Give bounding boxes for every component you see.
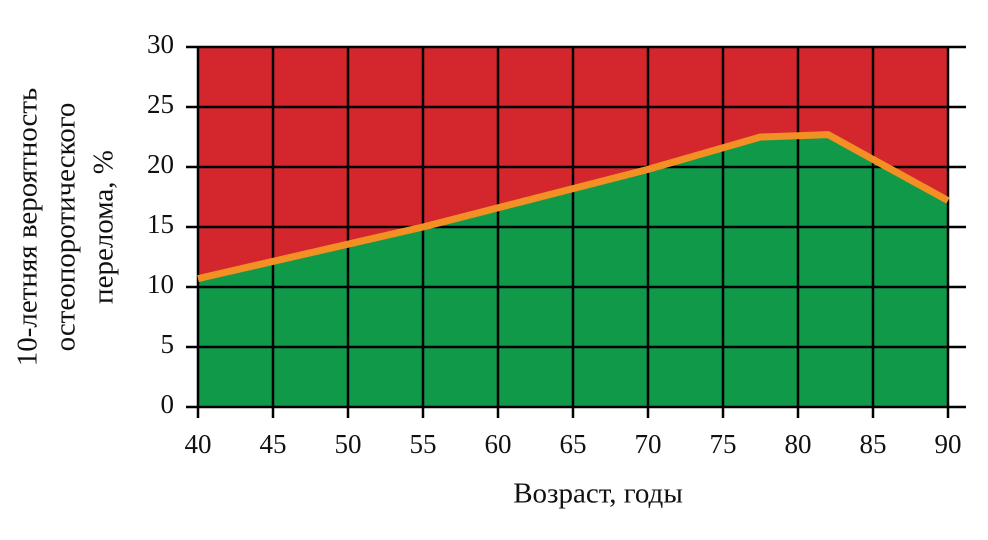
x-tick-label: 75 (710, 429, 737, 459)
y-tick-label: 0 (161, 389, 175, 419)
y-axis-title-line: остеопоротического (50, 103, 82, 352)
x-axis-title: Возраст, годы (513, 478, 683, 510)
y-axis-title-line: перелома, % (88, 150, 120, 304)
y-tick-label: 25 (147, 89, 174, 119)
y-tick-label: 20 (147, 149, 174, 179)
x-tick-label: 70 (635, 429, 662, 459)
x-tick-label: 80 (785, 429, 812, 459)
y-tick-label: 30 (147, 29, 174, 59)
x-tick-label: 90 (935, 429, 962, 459)
x-tick-label: 55 (410, 429, 437, 459)
y-tick-label: 5 (161, 329, 175, 359)
x-tick-label: 50 (335, 429, 362, 459)
y-axis-title: 10-летняя вероятность остеопоротического… (12, 88, 120, 367)
line (197, 131, 950, 283)
x-tick-label: 65 (560, 429, 587, 459)
y-axis-title-line: 10-летняя вероятность (12, 88, 44, 367)
x-tick-label: 60 (485, 429, 512, 459)
x-tick-label: 45 (260, 429, 287, 459)
y-tick-label: 10 (147, 269, 174, 299)
x-tick-label: 85 (860, 429, 887, 459)
y-tick-label: 15 (147, 209, 174, 239)
x-tick-label: 40 (185, 429, 212, 459)
